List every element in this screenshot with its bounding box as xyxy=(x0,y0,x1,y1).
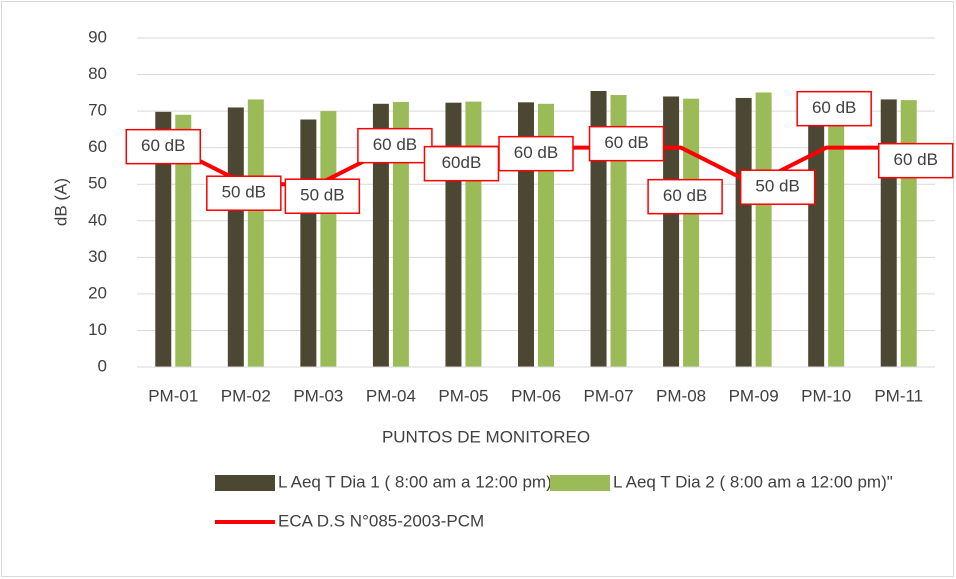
data-label-box xyxy=(588,125,665,162)
bar xyxy=(155,111,172,367)
data-label: 60 dB xyxy=(894,150,938,169)
bar xyxy=(663,96,680,367)
x-tick-label: PM-07 xyxy=(584,386,634,405)
legend-swatch xyxy=(215,475,275,491)
legend-label: L Aeq T Dia 1 ( 8:00 am a 12:00 pm) xyxy=(278,472,552,491)
y-tick-label: 50 xyxy=(88,174,107,193)
x-tick-label: PM-06 xyxy=(511,386,561,405)
bar xyxy=(300,119,317,367)
data-label: 60 dB xyxy=(141,136,185,155)
y-tick-label: 10 xyxy=(88,320,107,339)
bar xyxy=(465,101,482,368)
data-label: 60 dB xyxy=(812,98,856,117)
x-tick-label: PM-11 xyxy=(874,386,923,405)
data-label: 60 dB xyxy=(373,135,417,154)
x-tick-label: PM-02 xyxy=(221,386,271,405)
y-tick-label: 20 xyxy=(88,283,107,302)
data-label-box xyxy=(206,175,282,211)
data-label-box xyxy=(739,169,816,205)
bar xyxy=(735,97,752,367)
y-axis-title: dB (A) xyxy=(51,178,70,226)
bar xyxy=(880,99,897,367)
legend-label: L Aeq T Dia 2 ( 8:00 am a 12:00 pm)" xyxy=(613,472,893,491)
data-label: 60 dB xyxy=(514,143,558,162)
data-label: 60 dB xyxy=(663,186,707,205)
x-tick-label: PM-09 xyxy=(729,386,779,405)
y-tick-label: 0 xyxy=(98,356,107,375)
data-label-box xyxy=(357,127,433,164)
x-tick-label: PM-03 xyxy=(293,386,343,405)
bar xyxy=(900,100,917,368)
y-tick-label: 90 xyxy=(88,27,107,46)
data-label: 50 dB xyxy=(300,186,344,205)
data-label-box xyxy=(284,178,361,214)
data-label: 60 dB xyxy=(604,133,648,152)
bar xyxy=(828,125,845,367)
y-tick-label: 80 xyxy=(88,64,107,83)
x-tick-label: PM-10 xyxy=(801,386,851,405)
x-tick-label: PM-05 xyxy=(438,386,488,405)
x-tick-label: PM-01 xyxy=(148,386,198,405)
y-tick-label: 30 xyxy=(88,247,107,266)
data-label: 50 dB xyxy=(755,177,799,196)
y-tick-label: 70 xyxy=(88,101,107,120)
data-label-box xyxy=(498,135,574,172)
legend-swatch xyxy=(550,475,610,491)
x-tick-label: PM-08 xyxy=(656,386,706,405)
data-label-box xyxy=(796,90,872,127)
data-label-box xyxy=(647,178,723,215)
bar xyxy=(227,107,244,367)
bar xyxy=(610,95,627,367)
x-tick-label: PM-04 xyxy=(366,386,416,405)
bar xyxy=(372,103,389,368)
data-label-box xyxy=(125,128,202,165)
x-axis-title: PUNTOS DE MONITOREO xyxy=(382,427,590,446)
data-label-box xyxy=(423,145,500,182)
data-label: 50 dB xyxy=(222,183,266,202)
data-label: 60dB xyxy=(442,153,482,172)
bar xyxy=(445,102,462,367)
bar xyxy=(175,114,192,368)
bar xyxy=(755,92,772,368)
bar xyxy=(392,101,409,367)
bar xyxy=(320,111,337,367)
y-tick-label: 60 xyxy=(88,137,107,156)
legend-label: ECA D.S N°085-2003-PCM xyxy=(278,511,484,530)
bar xyxy=(683,98,700,367)
bar xyxy=(247,99,264,367)
y-tick-label: 40 xyxy=(88,210,107,229)
data-label-box xyxy=(877,142,954,179)
